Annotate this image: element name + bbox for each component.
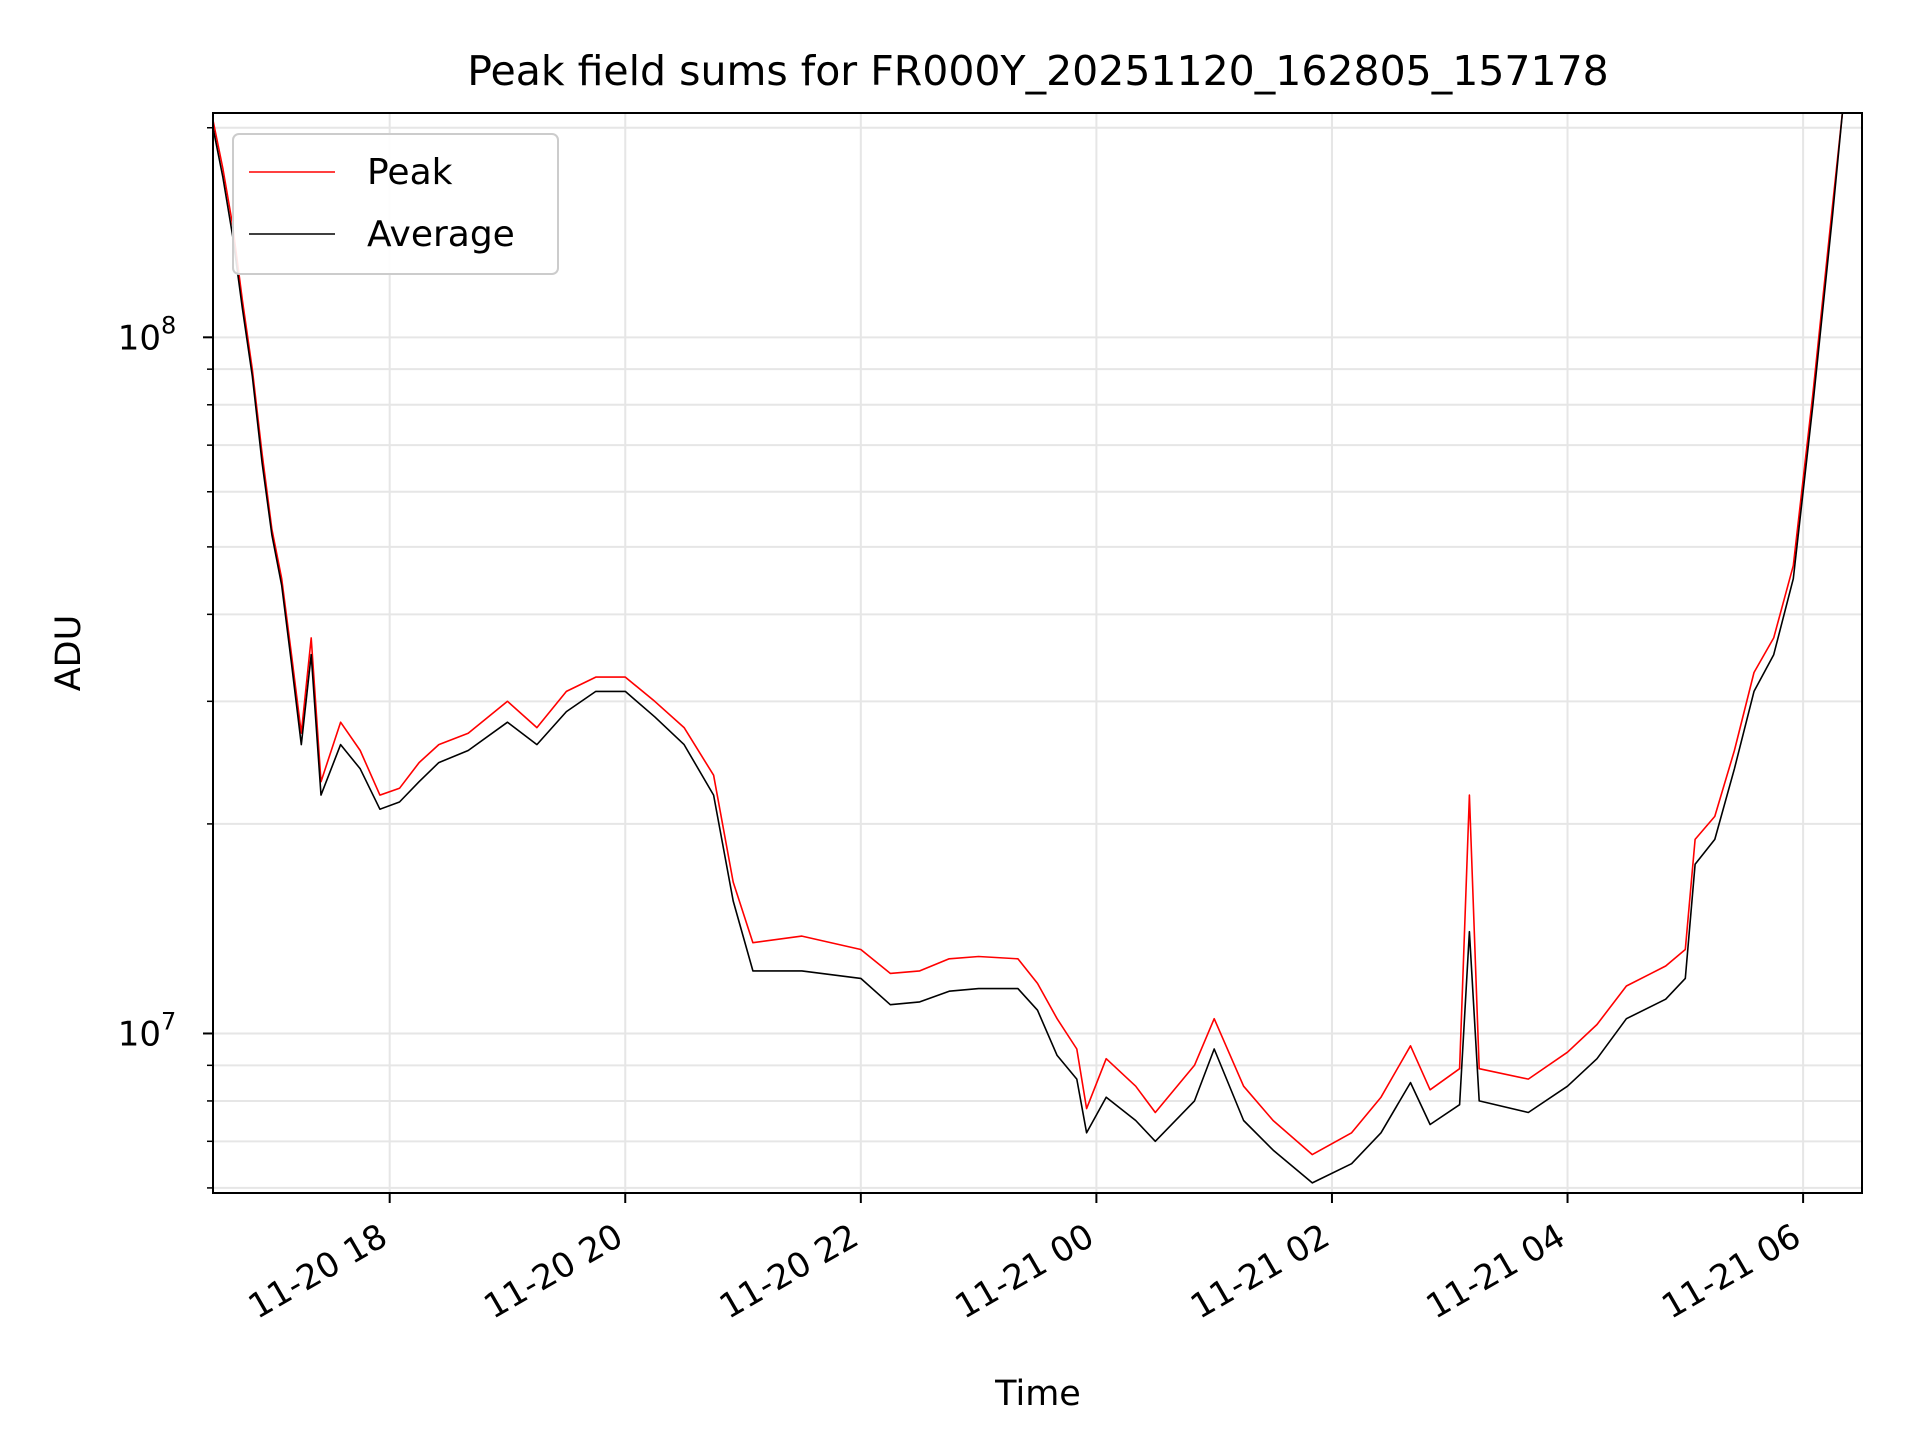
y-tick-label: 107 — [118, 1007, 177, 1054]
plot-frame — [212, 112, 1863, 1194]
legend-box — [232, 133, 559, 275]
chart-title: Peak field sums for FR000Y_20251120_1628… — [467, 47, 1609, 95]
y-axis-ticks: 107 108 — [118, 127, 213, 1189]
x-axis-label: Time — [994, 1374, 1081, 1414]
legend: Peak Average — [232, 133, 559, 275]
y-tick-label: 108 — [118, 311, 177, 358]
series-line-average — [212, 112, 1844, 1184]
series-lines — [212, 112, 1844, 1184]
legend-label-peak: Peak — [367, 152, 453, 193]
grid — [213, 113, 1862, 1193]
series-line-peak — [212, 112, 1844, 1156]
y-axis-label: ADU — [49, 615, 89, 692]
legend-label-average: Average — [367, 214, 515, 255]
